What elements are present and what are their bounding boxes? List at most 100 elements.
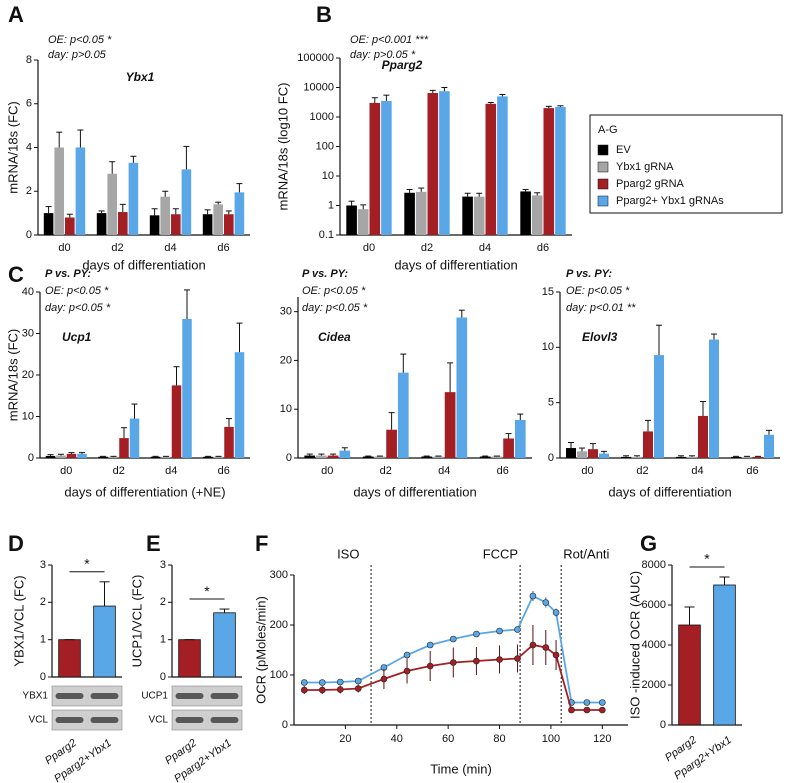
point	[449, 659, 457, 666]
bar	[182, 318, 192, 458]
y-tick-label: 4	[26, 141, 32, 153]
y-tick-label: 300	[270, 569, 288, 581]
bar	[520, 191, 531, 235]
point	[599, 706, 606, 714]
annotation-header: P vs. PY:	[302, 268, 348, 280]
bar	[339, 450, 351, 458]
bar	[316, 455, 327, 458]
y-tick-label: 100000	[297, 52, 334, 64]
y-tick-label: 20	[280, 354, 292, 366]
bar	[514, 419, 526, 458]
event-label: Rot/Anti	[563, 546, 609, 561]
y-tick-label: 6	[26, 98, 32, 110]
x-tick-label: d2	[636, 465, 648, 477]
blot-label: UCP1	[141, 691, 168, 702]
x-tick-label: d6	[746, 465, 758, 477]
x-tick-label: d4	[165, 465, 177, 477]
point	[336, 686, 344, 693]
panel-letter: G	[640, 531, 657, 556]
x-tick-label: d2	[380, 465, 392, 477]
bar	[178, 639, 201, 678]
y-tick-label: 10	[22, 410, 34, 422]
blot-image	[51, 709, 123, 731]
bar	[676, 456, 686, 458]
bar	[555, 106, 566, 235]
y-axis-label: YBX1/VCL (FC)	[11, 575, 26, 666]
point	[542, 599, 550, 606]
y-tick-label: 1	[328, 199, 334, 211]
x-axis-label: days of differentiation	[353, 484, 476, 499]
bar	[439, 91, 450, 235]
annotation-header: P vs. PY:	[566, 268, 612, 280]
blot-band	[55, 693, 84, 699]
point	[583, 699, 591, 706]
bar	[213, 456, 224, 458]
legend-swatch	[597, 161, 609, 173]
bar	[327, 455, 339, 458]
bar	[433, 456, 444, 458]
x-tick-label: 40	[391, 733, 403, 745]
annotation: OE: p<0.05 *	[302, 285, 366, 297]
bar	[381, 100, 392, 236]
point	[318, 679, 326, 686]
y-tick-label: 5	[548, 397, 554, 409]
bar	[149, 215, 160, 235]
point	[529, 592, 537, 600]
blot-band	[175, 693, 204, 699]
legend-swatch	[597, 195, 609, 207]
bar	[203, 456, 213, 458]
blot-band	[90, 717, 119, 723]
x-tick-label: d4	[479, 242, 491, 254]
bar	[357, 209, 369, 235]
point	[380, 675, 388, 683]
bar	[171, 385, 182, 458]
y-tick-label: 40	[22, 286, 34, 298]
legend-swatch	[597, 178, 609, 190]
bar	[632, 456, 642, 458]
point	[496, 656, 503, 663]
point	[529, 641, 537, 649]
x-tick-label: d6	[537, 242, 549, 254]
bar	[56, 455, 66, 458]
y-tick-label: 100	[270, 669, 288, 681]
significance-label: *	[84, 556, 90, 572]
y-tick-label: 0	[28, 452, 34, 464]
legend-title: A-G	[598, 124, 618, 136]
y-tick-label: 0	[548, 452, 554, 464]
annotation: day: p<0.05 *	[45, 302, 111, 314]
blot-band	[90, 693, 119, 699]
y-tick-label: 10000	[303, 81, 334, 93]
annotation: day: p<0.01 **	[566, 302, 636, 314]
point	[403, 667, 411, 675]
point	[449, 635, 457, 643]
x-axis-label: days of differentiation	[82, 257, 205, 272]
gene-title: Ybx1	[126, 70, 155, 84]
y-tick-label: 4000	[642, 639, 666, 651]
point	[514, 655, 521, 662]
gene-title: Elovl3	[582, 330, 618, 344]
bar	[362, 456, 374, 458]
y-tick-label: 30	[280, 306, 292, 318]
bar	[346, 205, 357, 235]
point	[403, 651, 411, 659]
bar	[531, 195, 543, 235]
bar	[119, 438, 129, 458]
bar	[98, 456, 108, 458]
y-tick-label: 0	[40, 671, 46, 683]
x-tick-label: d2	[111, 242, 123, 254]
bar	[698, 415, 708, 458]
point	[599, 699, 606, 706]
x-axis-label: Time (min)	[430, 761, 492, 776]
y-tick-label: 30	[22, 327, 34, 339]
x-axis-label: days of differentiation (+NE)	[64, 484, 225, 499]
bar	[588, 449, 598, 458]
legend-swatch	[597, 144, 609, 156]
x-tick-label: 60	[442, 733, 454, 745]
blot-band	[175, 717, 204, 723]
x-tick-label: d0	[321, 465, 333, 477]
point	[514, 626, 521, 633]
panel-letter: A	[8, 2, 24, 27]
y-tick-label: 1	[40, 634, 46, 646]
bar	[234, 352, 245, 458]
bar	[304, 455, 316, 458]
